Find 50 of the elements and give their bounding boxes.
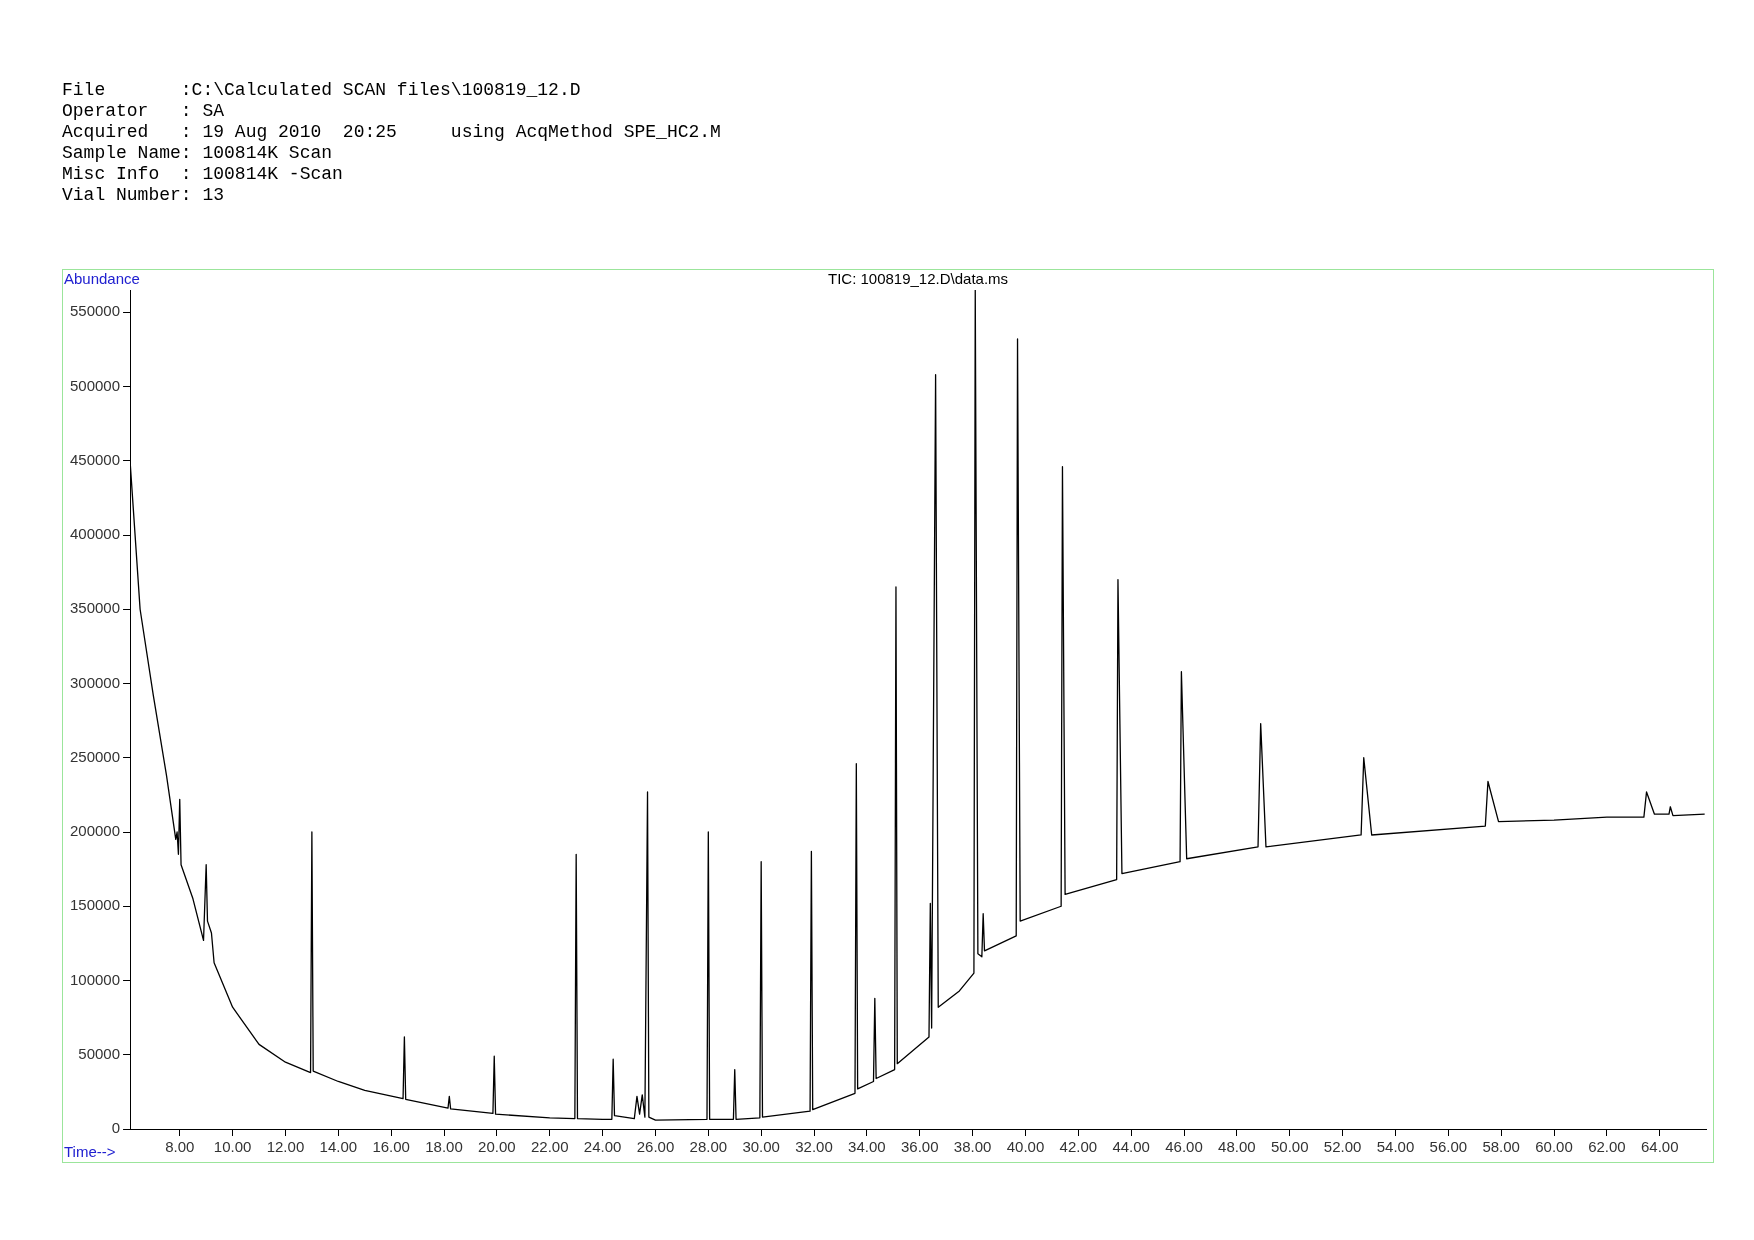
text: File :C:\Calculated SCAN files\100819_12.D [62, 80, 582, 101]
x-tick-label: 16.00 [372, 1138, 410, 1156]
x-tick-label: 18.00 [425, 1138, 463, 1156]
chart-title: TIC: 100819_12.D\data.ms [827, 269, 1009, 287]
x-tick-label: 52.00 [1323, 1138, 1362, 1156]
x-tick-label: 24.00 [583, 1138, 622, 1156]
text: Sample Name: 100814K Scan [62, 143, 334, 164]
x-tick-label: 60.00 [1535, 1138, 1573, 1156]
x-tick-label: 36.00 [900, 1138, 939, 1156]
x-tick-label: 48.00 [1218, 1138, 1256, 1156]
x-tick-label: 22.00 [530, 1138, 569, 1156]
y-tick-label: 300000 [69, 673, 121, 691]
y-tick-label: 50000 [78, 1044, 121, 1062]
text: Operator : SA [62, 101, 226, 122]
text: Misc Info : 100814K -Scan [62, 164, 344, 185]
y-axis-title: Abundance [64, 269, 140, 287]
x-tick-label: 32.00 [795, 1138, 833, 1156]
x-tick-label: 40.00 [1006, 1138, 1045, 1156]
x-tick-label: 38.00 [953, 1138, 992, 1156]
x-tick-label: 8.00 [165, 1138, 195, 1156]
y-tick-label: 150000 [69, 896, 121, 914]
y-tick-label: 500000 [69, 376, 121, 394]
y-tick-label: 450000 [69, 450, 121, 468]
x-tick-label: 14.00 [319, 1138, 358, 1156]
x-tick-label: 50.00 [1270, 1138, 1309, 1156]
y-tick-label: 400000 [69, 525, 121, 543]
text: Vial Number: 13 [62, 185, 226, 206]
y-tick-label: 550000 [69, 302, 121, 320]
x-tick-label: 54.00 [1376, 1138, 1415, 1156]
x-tick-label: 10.00 [213, 1138, 252, 1156]
x-tick-label: 56.00 [1429, 1138, 1468, 1156]
x-tick-label: 30.00 [742, 1138, 780, 1156]
x-tick-label: 46.00 [1165, 1138, 1203, 1156]
y-tick-label: 350000 [69, 599, 121, 617]
x-tick-label: 26.00 [636, 1138, 675, 1156]
x-tick-label: 28.00 [689, 1138, 728, 1156]
x-tick-label: 34.00 [848, 1138, 886, 1156]
y-tick-label: 0 [111, 1119, 121, 1137]
x-tick-label: 58.00 [1482, 1138, 1520, 1156]
y-tick-label: 250000 [69, 747, 121, 765]
text: Acquired : 19 Aug 2010 20:25 using AcqMethod SPE_HC2.M [62, 122, 721, 143]
x-tick-label: 44.00 [1112, 1138, 1150, 1156]
y-tick-label: 100000 [69, 970, 121, 988]
x-tick-label: 64.00 [1640, 1138, 1679, 1156]
x-axis-title: Time--> [64, 1142, 116, 1160]
x-tick-label: 62.00 [1588, 1138, 1626, 1156]
y-tick-label: 200000 [69, 822, 121, 840]
x-tick-label: 20.00 [478, 1138, 516, 1156]
x-tick-label: 42.00 [1059, 1138, 1098, 1156]
x-tick-label: 12.00 [266, 1138, 305, 1156]
